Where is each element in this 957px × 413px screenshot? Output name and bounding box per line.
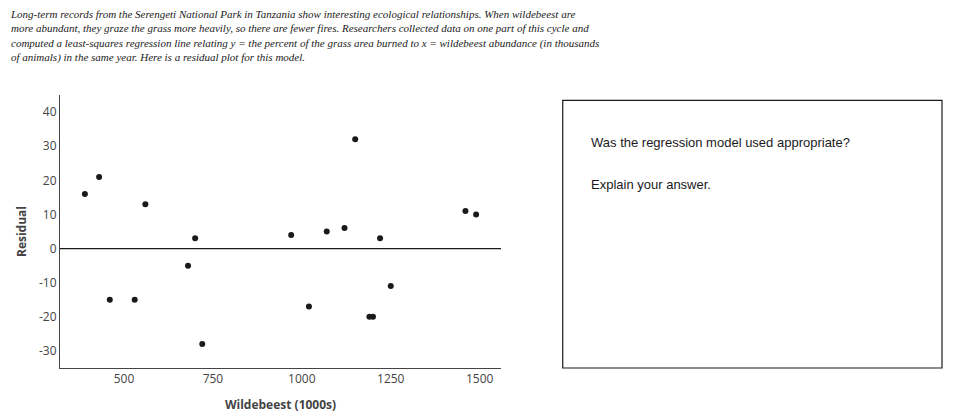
svg-text:1250: 1250 bbox=[377, 370, 405, 387]
svg-text:Wildebeest (1000s): Wildebeest (1000s) bbox=[225, 396, 336, 413]
svg-text:-20: -20 bbox=[39, 308, 57, 325]
svg-text:Was the regression model used: Was the regression model used appropriat… bbox=[591, 135, 850, 150]
svg-text:10: 10 bbox=[43, 206, 57, 223]
svg-text:1500: 1500 bbox=[466, 370, 494, 387]
svg-text:-30: -30 bbox=[39, 342, 57, 359]
svg-text:0: 0 bbox=[50, 240, 57, 257]
svg-text:Long-term records from the Ser: Long-term records from the Serengeti Nat… bbox=[10, 8, 599, 64]
svg-text:Residual: Residual bbox=[13, 206, 30, 257]
svg-text:20: 20 bbox=[43, 172, 57, 189]
svg-text:750: 750 bbox=[203, 370, 224, 387]
svg-text:30: 30 bbox=[43, 137, 57, 154]
svg-text:-10: -10 bbox=[39, 274, 57, 291]
svg-text:40: 40 bbox=[43, 103, 57, 120]
svg-text:500: 500 bbox=[114, 370, 135, 387]
svg-text:1000: 1000 bbox=[288, 370, 316, 387]
svg-text:Explain your answer.: Explain your answer. bbox=[591, 177, 711, 192]
